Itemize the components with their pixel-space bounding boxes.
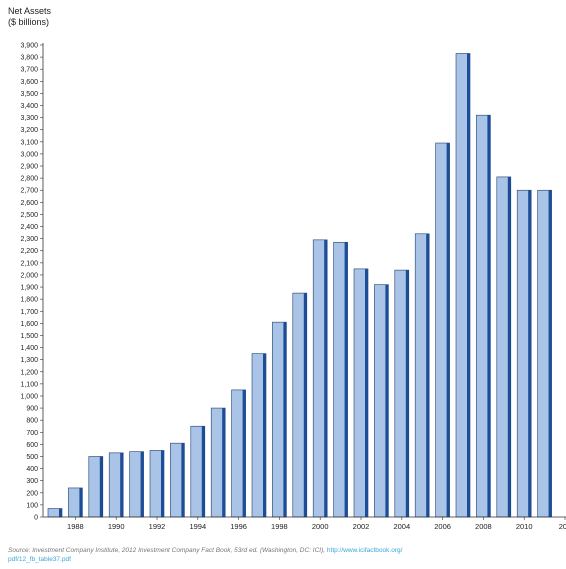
y-tick-label: 700 bbox=[26, 430, 38, 437]
y-tick-label: 1,000 bbox=[20, 393, 38, 400]
net-assets-bar-chart: 0 100 200 300 400 500 600 700 800 900 1,000 1,100 1,… bbox=[20, 43, 566, 531]
y-tick-label: 3,900 bbox=[20, 43, 38, 50]
x-tick-label: 2004 bbox=[393, 522, 410, 531]
bar-side-1997 bbox=[263, 353, 266, 517]
y-tick-label: 600 bbox=[26, 442, 38, 449]
bar-side-2005 bbox=[426, 233, 430, 518]
x-tick-label: 2002 bbox=[353, 522, 370, 531]
bar-side-1992 bbox=[161, 450, 164, 517]
y-tick-label: 3,500 bbox=[20, 91, 38, 98]
y-tick-label: 500 bbox=[26, 454, 38, 461]
x-tick-label: 1988 bbox=[67, 522, 84, 531]
y-axis-title-line2: ($ billions) bbox=[8, 17, 50, 27]
y-tick-label: 400 bbox=[26, 466, 38, 473]
y-tick-label: 2,800 bbox=[20, 176, 38, 183]
y-tick-label: 3,000 bbox=[20, 151, 38, 158]
bar-side-1996 bbox=[242, 389, 246, 517]
y-tick-label: 2,700 bbox=[20, 188, 38, 195]
y-tick-label: 200 bbox=[26, 490, 38, 497]
bar-side-2009 bbox=[507, 176, 511, 517]
x-tick-label: 1992 bbox=[149, 522, 166, 531]
x-tick-label: 2006 bbox=[434, 522, 451, 531]
y-tick-label: 3,800 bbox=[20, 55, 38, 62]
y-tick-label: 1,100 bbox=[20, 381, 38, 388]
y-tick-label: 2,400 bbox=[20, 224, 38, 231]
y-tick-label: 1,400 bbox=[20, 345, 38, 352]
bar-side-1998 bbox=[283, 322, 287, 517]
y-axis-title-line1: Net Assets bbox=[8, 6, 52, 16]
y-tick-label: 1,200 bbox=[20, 369, 38, 376]
bar-side-2010 bbox=[528, 190, 532, 517]
bar-side-2008 bbox=[487, 115, 491, 517]
bar-side-2002 bbox=[365, 268, 368, 517]
y-tick-label: 2,900 bbox=[20, 164, 38, 171]
y-tick-label: 2,000 bbox=[20, 272, 38, 279]
y-tick-label: 2,300 bbox=[20, 236, 38, 243]
y-tick-label: 3,200 bbox=[20, 127, 38, 134]
bar-side-2001 bbox=[344, 242, 348, 517]
y-tick-label: 3,600 bbox=[20, 79, 38, 86]
y-tick-label: 3,300 bbox=[20, 115, 38, 122]
bar-side-2011 bbox=[548, 190, 552, 517]
bar-side-2003 bbox=[385, 284, 389, 517]
y-tick-label: 800 bbox=[26, 418, 38, 425]
bar-side-1991 bbox=[140, 451, 144, 517]
bar-side-1988 bbox=[79, 487, 83, 517]
y-tick-label: 100 bbox=[26, 502, 38, 509]
bar-side-2006 bbox=[446, 143, 450, 517]
source-url[interactable]: http://www.icifactbook.org/ bbox=[326, 547, 403, 554]
bar-side-1990 bbox=[120, 452, 124, 517]
x-tick-label: 1990 bbox=[108, 522, 125, 531]
bar-side-2004 bbox=[405, 270, 409, 517]
bar-side-1994 bbox=[201, 426, 205, 517]
y-tick-label: 3,400 bbox=[20, 103, 38, 110]
y-tick-label: 1,300 bbox=[20, 357, 38, 364]
y-tick-label: 0 bbox=[34, 515, 38, 522]
bar-side-1989 bbox=[99, 456, 103, 517]
x-tick-label: 1994 bbox=[189, 522, 206, 531]
y-tick-label: 300 bbox=[26, 478, 38, 485]
x-tick-label: 201 bbox=[559, 522, 566, 531]
y-tick-label: 3,700 bbox=[20, 67, 38, 74]
y-tick-label: 1,600 bbox=[20, 321, 38, 328]
bar-side-1987 bbox=[59, 508, 62, 517]
y-tick-label: 3,100 bbox=[20, 139, 38, 146]
source-note: Source: Investment Company Institute, 20… bbox=[8, 546, 560, 564]
y-tick-label: 1,700 bbox=[20, 309, 38, 316]
x-tick-label: 2010 bbox=[516, 522, 533, 531]
y-tick-label: 2,100 bbox=[20, 260, 38, 267]
bar-side-2007 bbox=[467, 53, 470, 517]
y-tick-label: 1,800 bbox=[20, 297, 38, 304]
bar-side-1993 bbox=[181, 443, 185, 517]
bar-side-2000 bbox=[324, 239, 328, 517]
source-text: Source: Investment Company Institute, 20… bbox=[8, 547, 326, 554]
y-tick-label: 1,500 bbox=[20, 333, 38, 340]
y-tick-label: 2,500 bbox=[20, 212, 38, 219]
y-tick-label: 2,600 bbox=[20, 200, 38, 207]
source-url-continued[interactable]: pdf/12_fb_table37.pdf bbox=[8, 556, 71, 563]
x-tick-label: 2008 bbox=[475, 522, 492, 531]
bar-side-1995 bbox=[222, 408, 226, 517]
bar-side-1999 bbox=[303, 293, 307, 517]
x-tick-label: 1996 bbox=[230, 522, 247, 531]
y-tick-label: 2,200 bbox=[20, 248, 38, 255]
x-tick-label: 2000 bbox=[312, 522, 329, 531]
y-tick-label: 900 bbox=[26, 406, 38, 413]
y-tick-label: 1,900 bbox=[20, 285, 38, 292]
x-tick-label: 1998 bbox=[271, 522, 288, 531]
